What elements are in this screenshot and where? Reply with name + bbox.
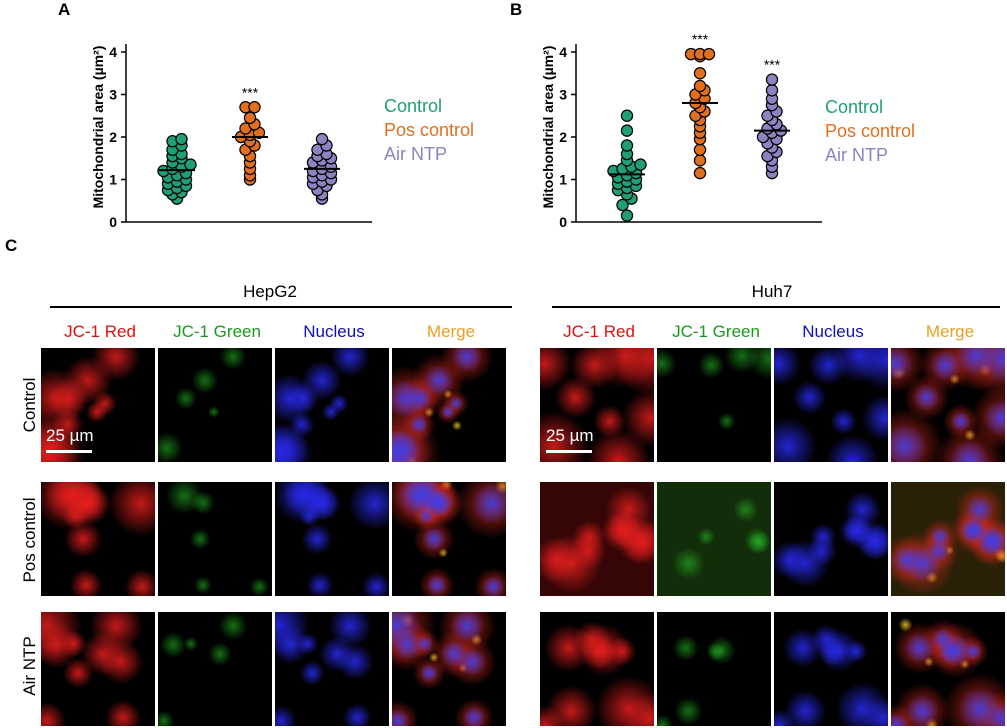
legend-item-air-ntp: Air NTP [384, 144, 447, 164]
micrograph-blue [774, 482, 888, 596]
micrograph-merge [891, 348, 1005, 462]
micrograph-green [158, 612, 272, 726]
micrograph-merge [891, 482, 1005, 596]
legend-a: Control Pos control Air NTP [384, 94, 474, 166]
y-tick-label: 1 [559, 172, 567, 188]
data-point [616, 198, 629, 212]
legend-b: Control Pos control Air NTP [825, 95, 915, 167]
y-axis-label: Mitochondrial area (µm²) [90, 46, 106, 209]
y-tick-label: 2 [109, 129, 117, 145]
micrograph-blue [275, 348, 389, 462]
micrograph-green [158, 348, 272, 462]
channel-header-red: JC-1 Red [563, 322, 635, 341]
data-point [620, 209, 634, 222]
y-axis-label: Mitochondrial area (µm²) [540, 46, 556, 209]
data-point [620, 124, 634, 137]
panel-letter-a: A [58, 0, 71, 19]
micrograph-merge [392, 482, 506, 596]
y-tick-label: 3 [559, 87, 567, 103]
data-point [175, 132, 188, 146]
legend-item-air-ntp: Air NTP [825, 145, 888, 165]
micrograph-merge [392, 612, 506, 726]
scale-bar-label: 25 µm [46, 426, 94, 445]
legend-item-pos-control: Pos control [825, 121, 916, 141]
title-rule-huh7 [552, 306, 1000, 308]
scale-bar-line [46, 450, 92, 453]
channel-header-green: JC-1 Green [173, 322, 261, 341]
scale-bar-hepg2: 25 µm [46, 426, 94, 453]
channel-header-red: JC-1 Red [64, 322, 136, 341]
data-point [693, 67, 707, 80]
scale-bar-huh7: 25 µm [546, 426, 594, 453]
channel-header-green: JC-1 Green [672, 322, 760, 341]
micrograph-blue [774, 348, 888, 462]
micrograph-red [41, 612, 155, 726]
significance-label: *** [242, 84, 259, 100]
y-tick-label: 4 [559, 44, 567, 60]
data-point [693, 166, 707, 180]
y-tick-label: 0 [559, 214, 567, 230]
legend-item-control: Control [825, 97, 884, 117]
channel-header-merge: Merge [925, 322, 975, 341]
data-point [765, 84, 779, 97]
data-point [620, 139, 634, 152]
micrograph-green [657, 482, 771, 596]
cell-line-title-huh7: Huh7 [751, 282, 793, 301]
micrograph-red [540, 348, 654, 462]
significance-label: *** [692, 31, 709, 47]
micrograph-blue [275, 612, 389, 726]
y-tick-label: 1 [109, 172, 117, 188]
panel-letter-b: B [510, 0, 523, 19]
row-label-air-ntp: Air NTP [20, 636, 39, 696]
micrograph-blue [774, 612, 888, 726]
data-point [693, 79, 707, 93]
micrograph-green [158, 482, 272, 596]
micrograph-red [540, 612, 654, 726]
scale-bar-line [546, 450, 592, 453]
row-label-control: Control [20, 377, 39, 433]
micrograph-green [657, 348, 771, 462]
y-tick-label: 3 [109, 87, 117, 103]
significance-label: *** [764, 57, 781, 73]
data-point [634, 158, 647, 171]
micrograph-red [540, 482, 654, 596]
data-point [693, 143, 707, 156]
legend-item-control: Control [384, 96, 443, 116]
title-rule-hepg2 [50, 306, 512, 308]
data-point [702, 47, 716, 61]
channel-header-merge: Merge [426, 322, 476, 341]
micrograph-merge [891, 612, 1005, 726]
data-point [765, 73, 779, 86]
micrograph-red [41, 348, 155, 462]
row-label-pos-control: Pos control [20, 497, 39, 583]
data-point [315, 132, 329, 146]
micrograph-red [41, 482, 155, 596]
channel-header-nucleus: Nucleus [802, 322, 864, 341]
scale-bar-label: 25 µm [546, 426, 594, 445]
cell-line-title-hepg2: HepG2 [243, 282, 297, 301]
data-point [620, 109, 634, 122]
micrograph-merge [392, 348, 506, 462]
channel-header-nucleus: Nucleus [303, 322, 365, 341]
micrograph-green [657, 612, 771, 726]
micrograph-blue [275, 482, 389, 596]
legend-item-pos-control: Pos control [384, 120, 475, 140]
y-tick-label: 2 [559, 129, 567, 145]
data-point [693, 154, 707, 167]
y-tick-label: 4 [109, 44, 117, 60]
data-point [248, 101, 261, 114]
y-tick-label: 0 [109, 214, 117, 230]
panel-letter-c: C [5, 236, 18, 255]
data-point [243, 111, 257, 125]
